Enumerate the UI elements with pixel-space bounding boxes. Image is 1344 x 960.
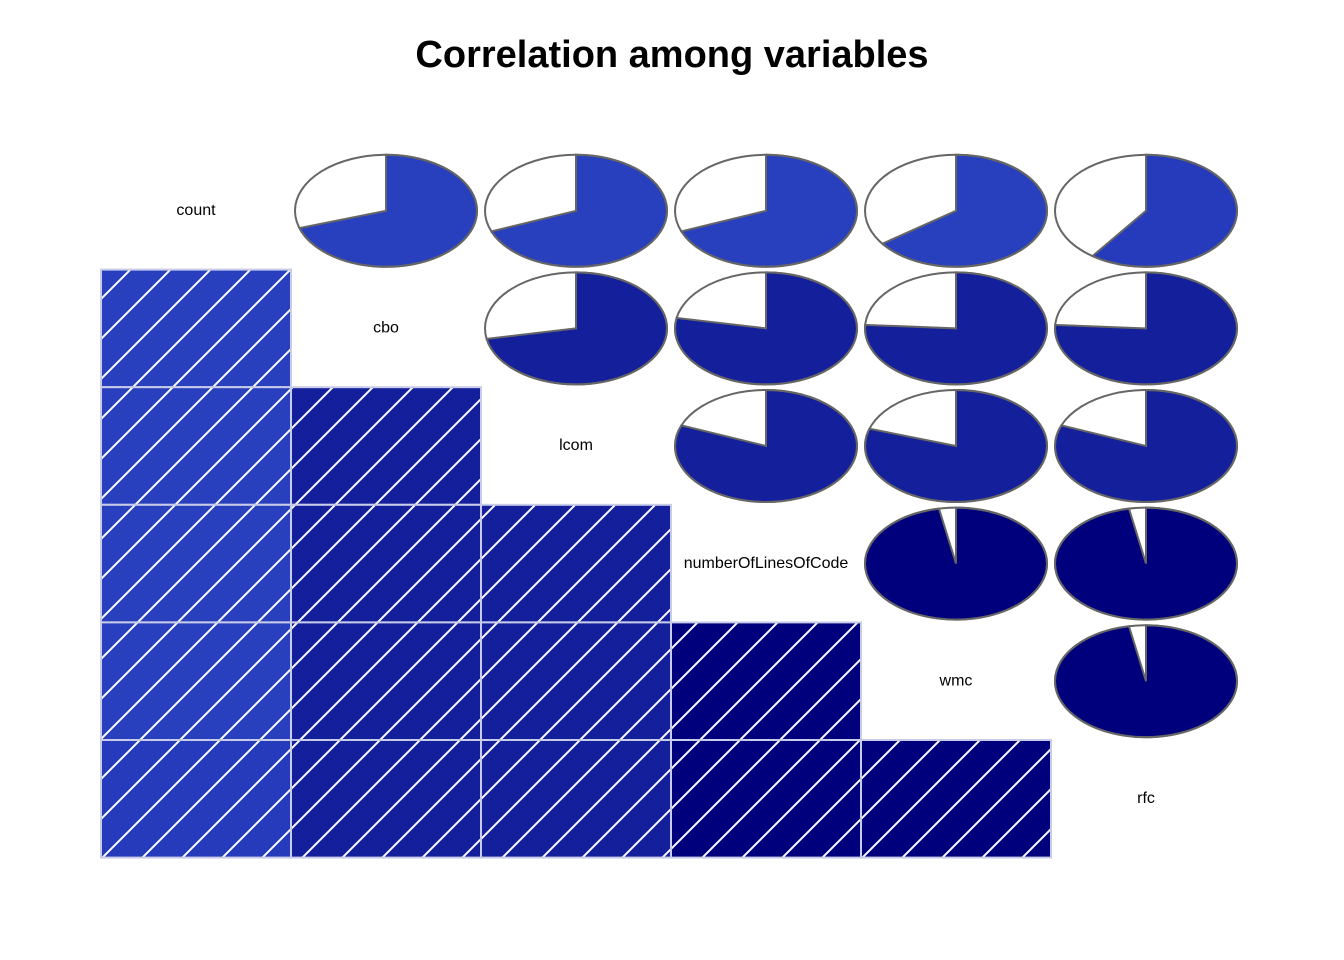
pie-count-lcom xyxy=(484,153,668,268)
variable-label-count: count xyxy=(176,202,216,219)
pie-wmc-rfc xyxy=(1053,624,1238,739)
shade-numberOfLinesOfCode-cbo xyxy=(290,503,482,624)
pie-count-numberOfLinesOfCode xyxy=(674,153,858,268)
pie-cbo-numberOfLinesOfCode xyxy=(674,271,858,386)
shade-rfc-wmc xyxy=(860,739,1052,859)
shade-numberOfLinesOfCode-count xyxy=(100,503,292,624)
variable-label-rfc: rfc xyxy=(1137,790,1155,807)
variable-labels: count cbo lcom numberOfLinesOfCode wmc rfc xyxy=(176,202,1154,807)
shade-wmc-lcom xyxy=(480,621,672,742)
pie-lcom-rfc xyxy=(1054,388,1238,503)
shade-wmc-cbo xyxy=(290,621,482,742)
matrix-cells xyxy=(100,153,1238,859)
pie-count-cbo xyxy=(294,153,478,268)
pie-numberOfLinesOfCode-rfc xyxy=(1053,506,1238,621)
pie-cbo-wmc xyxy=(864,271,1048,386)
variable-label-wmc: wmc xyxy=(939,672,973,689)
shade-wmc-numberOfLinesOfCode xyxy=(670,621,862,742)
pie-numberOfLinesOfCode-wmc xyxy=(863,506,1048,621)
pie-cbo-rfc xyxy=(1054,271,1238,386)
shade-rfc-lcom xyxy=(480,739,672,859)
shade-numberOfLinesOfCode-lcom xyxy=(480,503,672,624)
pie-count-wmc xyxy=(864,153,1048,268)
shade-lcom-cbo xyxy=(290,386,482,506)
pie-lcom-numberOfLinesOfCode xyxy=(674,388,858,503)
shade-rfc-cbo xyxy=(290,739,482,859)
pie-count-rfc xyxy=(1054,153,1238,268)
variable-label-lcom: lcom xyxy=(559,437,593,454)
shade-wmc-count xyxy=(100,621,292,742)
variable-label-cbo: cbo xyxy=(373,320,399,337)
chart-title: Correlation among variables xyxy=(415,34,929,76)
shade-rfc-count xyxy=(100,739,292,859)
shade-cbo-count xyxy=(100,268,292,389)
shade-rfc-numberOfLinesOfCode xyxy=(670,739,862,859)
shade-lcom-count xyxy=(100,386,292,506)
variable-label-numberOfLinesOfCode: numberOfLinesOfCode xyxy=(684,555,849,572)
pie-lcom-wmc xyxy=(864,388,1048,503)
pie-cbo-lcom xyxy=(484,271,668,386)
